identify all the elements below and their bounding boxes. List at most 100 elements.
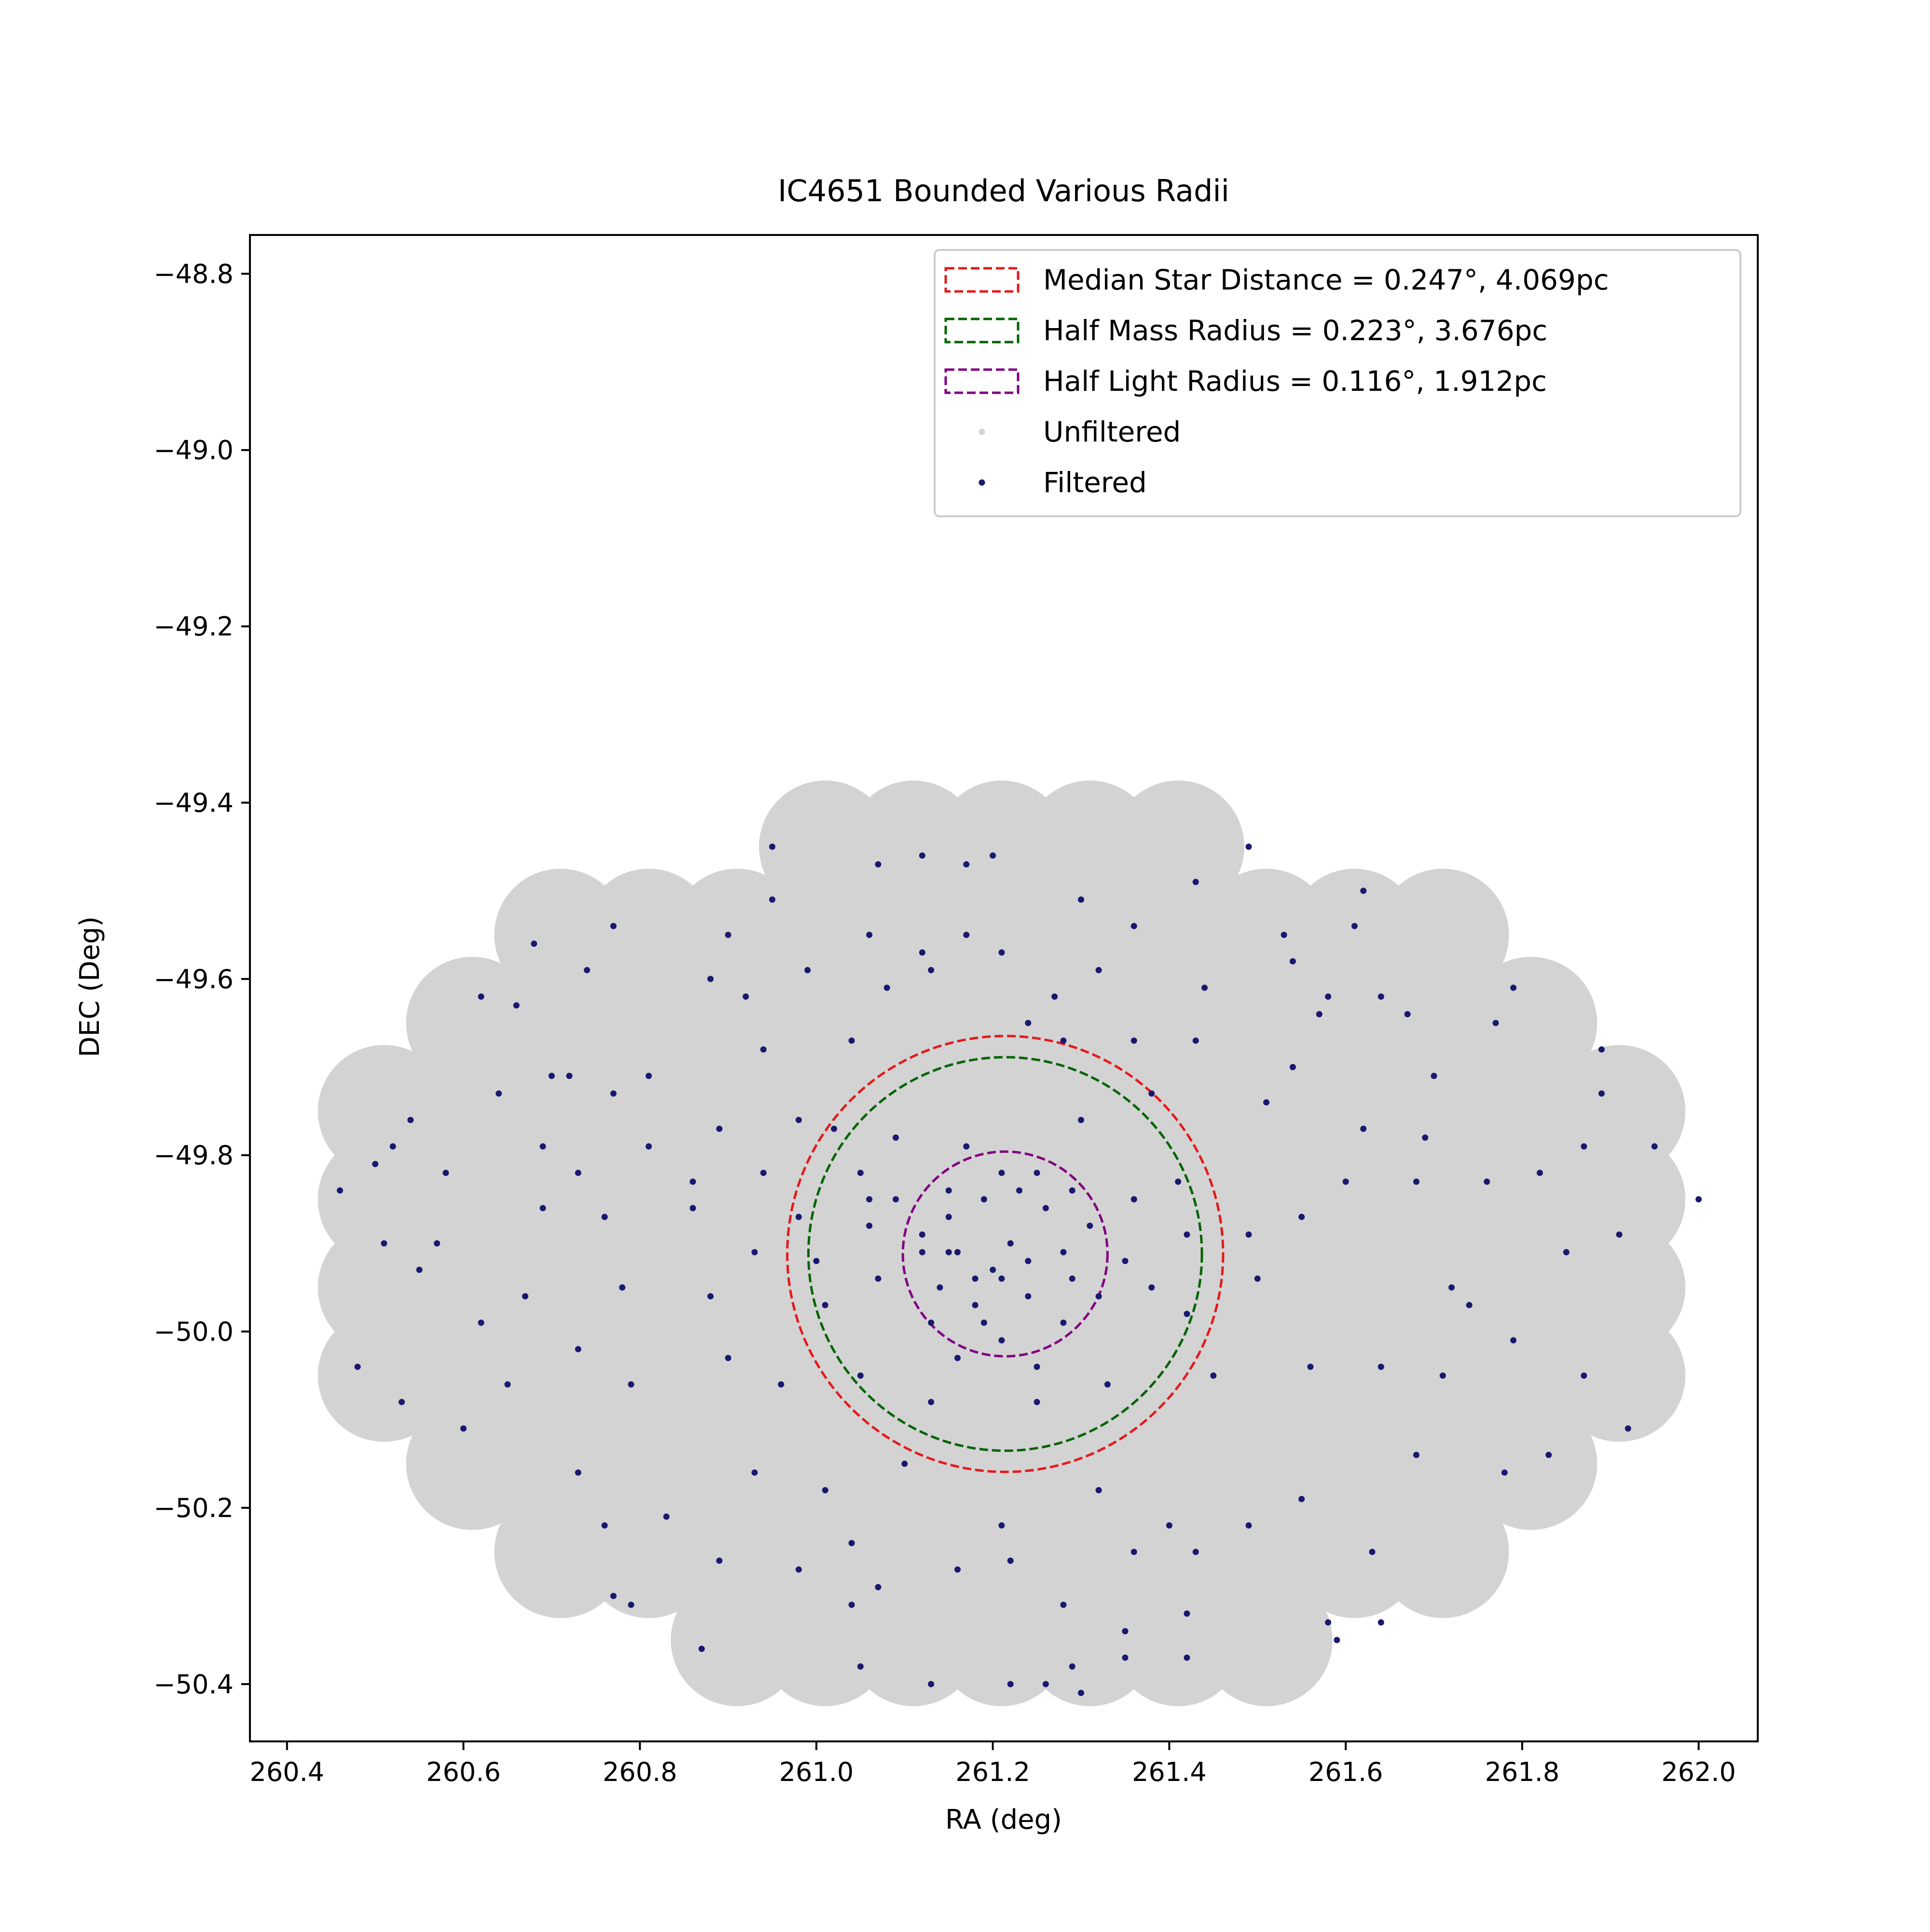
filtered-point xyxy=(1034,1170,1040,1176)
filtered-point xyxy=(1289,1063,1296,1070)
filtered-point xyxy=(760,1170,767,1176)
x-tick-label: 261.4 xyxy=(1132,1757,1207,1787)
filtered-point xyxy=(1466,1302,1473,1309)
filtered-point xyxy=(1016,1187,1022,1194)
y-tick-label: −48.8 xyxy=(154,259,234,289)
filtered-point xyxy=(663,1513,670,1520)
filtered-point xyxy=(751,1469,758,1476)
legend-marker xyxy=(979,479,985,486)
filtered-point xyxy=(1042,1205,1049,1212)
filtered-point xyxy=(1404,1011,1411,1018)
filtered-point xyxy=(1007,1681,1014,1687)
filtered-point xyxy=(875,1584,882,1590)
filtered-point xyxy=(1122,1257,1129,1264)
filtered-point xyxy=(1625,1425,1631,1432)
chart-title: IC4651 Bounded Various Radii xyxy=(778,173,1229,208)
y-tick-label: −50.0 xyxy=(154,1317,234,1347)
filtered-point xyxy=(381,1240,387,1247)
radius-circle xyxy=(786,1035,1225,1473)
filtered-point xyxy=(1184,1311,1190,1317)
y-tick-label: −49.0 xyxy=(154,435,234,466)
filtered-point xyxy=(1095,1487,1102,1493)
filtered-point xyxy=(1130,1548,1137,1555)
filtered-point xyxy=(1069,1275,1075,1282)
filtered-point xyxy=(716,1125,723,1132)
filtered-point xyxy=(769,896,776,903)
legend-patch xyxy=(944,368,1020,394)
filtered-point xyxy=(795,1117,802,1123)
filtered-point xyxy=(1192,879,1199,885)
filtered-point xyxy=(954,1249,961,1256)
filtered-point xyxy=(1192,1548,1199,1555)
filtered-point xyxy=(1316,1011,1323,1018)
filtered-point xyxy=(1651,1143,1658,1150)
filtered-point xyxy=(963,861,970,868)
filtered-point xyxy=(1104,1381,1111,1388)
filtered-point xyxy=(945,1249,952,1256)
filtered-point xyxy=(1484,1178,1490,1185)
filtered-point xyxy=(1095,1293,1102,1299)
filtered-point xyxy=(928,1399,935,1406)
filtered-point xyxy=(610,1593,617,1600)
filtered-point xyxy=(813,1257,820,1264)
filtered-point xyxy=(646,1073,652,1079)
filtered-point xyxy=(954,1566,961,1573)
filtered-point xyxy=(1069,1187,1075,1194)
filtered-point xyxy=(866,931,873,938)
filtered-point xyxy=(1122,1654,1129,1661)
filtered-point xyxy=(1360,1125,1367,1132)
filtered-point xyxy=(1210,1372,1217,1379)
axes-frame xyxy=(249,234,1759,1742)
filtered-point xyxy=(1510,1337,1516,1344)
filtered-point xyxy=(575,1170,581,1176)
filtered-point xyxy=(531,940,538,947)
filtered-point xyxy=(1095,967,1102,974)
filtered-point xyxy=(875,861,882,868)
filtered-point xyxy=(1122,1628,1129,1635)
y-tick-label: −49.4 xyxy=(154,787,234,818)
filtered-point xyxy=(1175,1178,1182,1185)
filtered-point xyxy=(1510,984,1516,991)
filtered-point xyxy=(954,1354,961,1361)
filtered-point xyxy=(1281,931,1287,938)
filtered-point xyxy=(354,1364,361,1370)
filtered-point xyxy=(1298,1496,1305,1503)
filtered-point xyxy=(795,1566,802,1573)
filtered-point xyxy=(372,1160,379,1167)
filtered-point xyxy=(1378,993,1384,1000)
filtered-point xyxy=(1351,923,1358,929)
filtered-point xyxy=(1324,993,1331,1000)
filtered-point xyxy=(945,1187,952,1194)
filtered-point xyxy=(822,1302,828,1309)
unfiltered-point xyxy=(1553,1309,1686,1442)
filtered-point xyxy=(795,1214,802,1220)
filtered-point xyxy=(848,1540,855,1546)
radius-circle xyxy=(901,1150,1109,1358)
filtered-point xyxy=(584,967,591,974)
filtered-point xyxy=(646,1143,652,1150)
filtered-point xyxy=(980,1196,987,1203)
unfiltered-point xyxy=(1200,1573,1333,1707)
filtered-point xyxy=(1342,1178,1349,1185)
filtered-point xyxy=(1060,1319,1067,1326)
unfiltered-point xyxy=(1377,1486,1509,1618)
legend-box xyxy=(934,249,1741,517)
filtered-point xyxy=(1695,1196,1702,1203)
x-tick-label: 261.8 xyxy=(1485,1757,1559,1787)
filtered-point xyxy=(725,931,731,938)
filtered-point xyxy=(628,1381,634,1388)
legend-label: Half Mass Radius = 0.223°, 3.676pc xyxy=(1043,314,1547,347)
filtered-point xyxy=(1307,1364,1314,1370)
filtered-point xyxy=(1545,1451,1552,1458)
filtered-point xyxy=(601,1214,608,1220)
filtered-point xyxy=(1289,958,1296,965)
filtered-point xyxy=(990,1267,996,1273)
filtered-point xyxy=(399,1399,405,1406)
filtered-point xyxy=(1598,1090,1605,1097)
filtered-point xyxy=(1025,1257,1032,1264)
filtered-point xyxy=(1148,1284,1155,1291)
filtered-point xyxy=(1581,1143,1587,1150)
filtered-point xyxy=(857,1170,864,1176)
filtered-point xyxy=(1034,1364,1040,1370)
filtered-point xyxy=(1298,1214,1305,1220)
